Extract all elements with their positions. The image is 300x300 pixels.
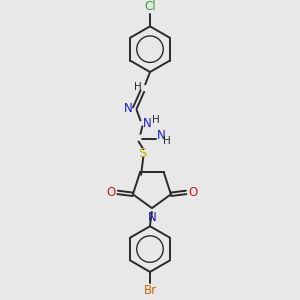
Text: H: H [152, 115, 160, 124]
Text: N: N [124, 102, 133, 115]
Text: N: N [148, 211, 156, 224]
Text: H: H [134, 82, 141, 92]
Text: N: N [157, 129, 165, 142]
Text: N: N [143, 117, 152, 130]
Text: O: O [188, 186, 197, 199]
Text: Cl: Cl [144, 0, 156, 13]
Text: Br: Br [143, 284, 157, 297]
Text: H: H [163, 136, 171, 146]
Text: O: O [106, 186, 116, 199]
Text: S: S [138, 147, 147, 161]
